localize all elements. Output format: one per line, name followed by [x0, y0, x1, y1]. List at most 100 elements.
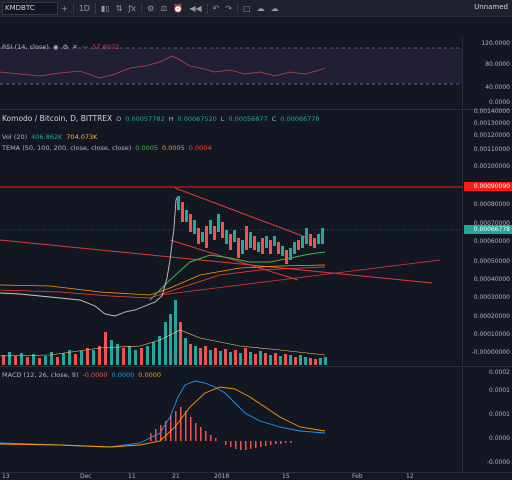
- candle: [285, 250, 288, 264]
- cloud-icon: ☁: [256, 3, 265, 13]
- volume-bar: [204, 346, 207, 365]
- histogram-bar: [255, 441, 257, 448]
- volume-bar: [239, 353, 242, 365]
- histogram-bar: [225, 441, 227, 445]
- candle: [193, 220, 196, 234]
- price-axis-label: 0.00020000: [473, 313, 510, 320]
- rsi-chart: [0, 47, 462, 85]
- tema-green-line: [149, 251, 326, 301]
- main-title: Komodo / Bitcoin, D, BITTREX: [2, 114, 113, 123]
- candle: [189, 214, 192, 232]
- cloud-load-button[interactable]: ☁: [268, 0, 282, 17]
- price-pane[interactable]: [0, 110, 462, 365]
- price-axis[interactable]: 0.00140000 0.00130000 0.00120000 0.00110…: [462, 108, 512, 365]
- volume-legend[interactable]: Vol (20) 406.862K 704.073K: [2, 133, 97, 141]
- volume-bar: [20, 353, 23, 365]
- macd-histogram-value: -0.0000: [82, 371, 108, 379]
- volume-bar: [189, 344, 192, 365]
- volume-bar: [199, 348, 202, 365]
- candle: [313, 238, 316, 248]
- time-tick: Dec: [80, 473, 92, 480]
- ohlc-c-label: C: [271, 114, 277, 123]
- candle: [233, 230, 236, 242]
- symbol-search-input[interactable]: KMDBTC: [2, 1, 58, 15]
- toolbar-divider: [206, 2, 208, 14]
- settings-icon[interactable]: ⚙: [62, 43, 69, 51]
- ohlc-l-label: L: [220, 114, 225, 123]
- time-tick: 13: [2, 473, 10, 480]
- candle: [257, 242, 260, 252]
- price-axis-label: 0.00010000: [473, 331, 510, 338]
- add-compare-button[interactable]: +: [58, 0, 71, 17]
- main-title-legend[interactable]: Komodo / Bitcoin, D, BITTREX O 0.00057782…: [2, 114, 320, 123]
- cloud-icon: ☁: [270, 3, 279, 13]
- candle: [229, 234, 232, 250]
- rsi-pane[interactable]: [0, 38, 462, 108]
- indicators-button[interactable]: ƒx: [125, 0, 139, 17]
- candle: [277, 242, 280, 254]
- volume-bar: [234, 350, 237, 365]
- volume-bar: [254, 354, 257, 365]
- replay-button[interactable]: ◀◀: [186, 0, 204, 17]
- volume-bar: [269, 355, 272, 365]
- price-axis-label: 0.00130000: [473, 120, 510, 127]
- gear-icon: ⚙: [147, 3, 155, 13]
- interval-button[interactable]: 1D: [78, 3, 90, 13]
- macd-axis[interactable]: 0.0002 0.0001 0.0001 0.0000 -0.0000: [462, 367, 512, 472]
- histogram-bar: [195, 423, 197, 441]
- settings-button[interactable]: ⚙: [144, 0, 157, 17]
- redo-button[interactable]: ↷: [222, 0, 235, 17]
- volume-bar: [74, 354, 77, 365]
- close-icon[interactable]: ✕: [72, 43, 78, 51]
- chart-type-button[interactable]: ▮▯: [98, 0, 113, 17]
- templates-button[interactable]: ⚖: [157, 0, 170, 17]
- candle: [197, 228, 200, 244]
- candle: [305, 228, 308, 244]
- fullscreen-button[interactable]: □: [240, 0, 254, 17]
- alert-button[interactable]: ⏰: [170, 0, 186, 17]
- macd-axis-label: -0.0000: [486, 459, 510, 466]
- histogram-bar: [245, 441, 247, 450]
- price-axis-label: -0.00000000: [471, 349, 510, 356]
- candle: [177, 196, 180, 210]
- more-icon[interactable]: ⋯: [81, 43, 89, 51]
- price-axis-label: 0.00030000: [473, 294, 510, 301]
- macd-line: [0, 380, 326, 448]
- candle: [209, 220, 212, 234]
- volume-bar: [98, 346, 101, 365]
- rsi-axis-label: 80.0000: [485, 61, 510, 68]
- histogram-bar: [285, 441, 287, 443]
- time-axis[interactable]: 13 Dec 11 21 2018 15 Feb 12: [0, 472, 512, 480]
- cloud-save-button[interactable]: ☁: [254, 0, 268, 17]
- volume-bar: [158, 336, 161, 365]
- pane-separator[interactable]: [0, 366, 512, 367]
- volume-bar: [289, 355, 292, 365]
- macd-signal-value: 0.0000: [138, 371, 162, 379]
- rsi-axis-label: 40.0000: [485, 84, 510, 91]
- eye-icon[interactable]: ◉: [52, 43, 59, 51]
- macd-line-value: 0.0000: [111, 371, 135, 379]
- macd-legend[interactable]: MACD (12, 26, close, 9) -0.0000 0.0000 0…: [2, 371, 161, 379]
- rsi-axis[interactable]: 120.0000 80.0000 40.0000 0.0000: [462, 38, 512, 108]
- undo-button[interactable]: ↶: [210, 0, 223, 17]
- time-tick: Feb: [352, 473, 363, 480]
- pane-separator[interactable]: [0, 109, 512, 110]
- macd-title: MACD (12, 26, close, 9): [2, 371, 79, 379]
- candle: [201, 232, 204, 242]
- price-axis-label: 0.00140000: [473, 108, 510, 115]
- rsi-legend[interactable]: RSI (14, close) ◉ ⚙ ✕ ⋯ 57.8073: [2, 43, 119, 51]
- tema-legend[interactable]: TEMA (50, 100, 200, close, close, close)…: [2, 144, 212, 152]
- time-tick: 2018: [214, 473, 230, 480]
- trendline: [174, 187, 309, 239]
- histogram-bar: [230, 441, 232, 447]
- tema-value-3: 0.0004: [188, 144, 212, 152]
- volume-bar: [8, 352, 11, 365]
- candles: [0, 195, 324, 317]
- histogram-bar: [260, 441, 262, 447]
- price-axis-label: 0.00120000: [473, 132, 510, 139]
- compare-button[interactable]: ⇅: [113, 0, 126, 17]
- volume-title: Vol (20): [2, 133, 28, 141]
- macd-pane[interactable]: [0, 367, 462, 472]
- volume-bar: [214, 348, 217, 365]
- layout-name[interactable]: Unnamed: [474, 3, 508, 11]
